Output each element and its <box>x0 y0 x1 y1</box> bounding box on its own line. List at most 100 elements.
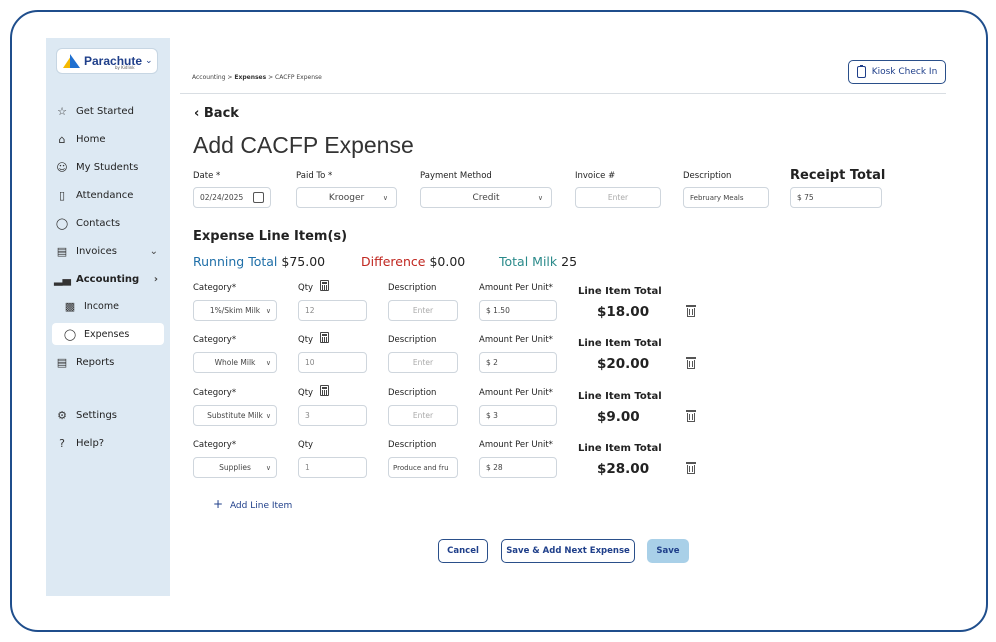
sidebar-item-help[interactable]: ? Help? <box>52 432 164 454</box>
amount-per-unit-value: $ 1.50 <box>486 306 510 315</box>
sidebar-item-reports[interactable]: ▤ Reports <box>52 351 164 373</box>
chevron-right-icon: › <box>153 273 158 285</box>
breadcrumb-expenses[interactable]: Expenses <box>234 74 267 81</box>
sidebar-item-income[interactable]: ▩ Income <box>52 295 164 317</box>
line-description-input[interactable]: Enter <box>388 352 458 373</box>
save-and-add-next-label: Save & Add Next Expense <box>506 546 630 556</box>
qty-value: 12 <box>305 306 315 315</box>
sidebar-item-expenses[interactable]: ◯ Expenses <box>52 323 164 345</box>
category-value: Supplies <box>219 463 251 472</box>
calculator-icon[interactable] <box>320 280 329 291</box>
receipt-total-label: Receipt Total <box>790 168 886 183</box>
kiosk-label: Kiosk Check In <box>871 67 938 77</box>
paid-to-value: Krooger <box>328 192 365 203</box>
qty-input[interactable]: 3 <box>298 405 367 426</box>
gear-icon: ⚙ <box>57 408 67 422</box>
line-item-total-label: Line Item Total <box>578 391 662 402</box>
tag-icon: ◯ <box>63 327 77 341</box>
qty-input[interactable]: 10 <box>298 352 367 373</box>
sidebar-item-attendance[interactable]: ▯ Attendance <box>52 184 164 206</box>
line-description-input[interactable]: Enter <box>388 405 458 426</box>
kiosk-check-in-button[interactable]: Kiosk Check In <box>848 60 946 84</box>
receipt-total-input[interactable]: $ 75 <box>790 187 882 208</box>
invoice-input[interactable]: Enter <box>575 187 661 208</box>
trash-icon[interactable] <box>686 462 696 474</box>
running-total: Running Total $75.00 <box>193 254 325 269</box>
sidebar-item-get-started[interactable]: ☆ Get Started <box>52 100 164 122</box>
amount-per-unit-input[interactable]: $ 3 <box>479 405 557 426</box>
home-icon: ⌂ <box>58 132 66 146</box>
category-select[interactable]: Supplies ∨ <box>193 457 277 478</box>
sidebar-item-label: Help? <box>76 437 105 449</box>
qty-value: 1 <box>305 463 310 472</box>
amount-per-unit-value: $ 28 <box>486 463 503 472</box>
add-line-item-button[interactable]: + Add Line Item <box>213 497 292 511</box>
clipboard-icon: ▯ <box>58 188 66 202</box>
plus-icon: + <box>213 497 224 511</box>
line-description-input[interactable]: Produce and fru <box>388 457 458 478</box>
qty-label: Qty <box>298 283 314 293</box>
line-description-value: Produce and fru <box>393 463 449 472</box>
qty-value: 10 <box>305 358 315 367</box>
back-link[interactable]: ‹ Back <box>194 106 239 121</box>
qty-input[interactable]: 1 <box>298 457 367 478</box>
chevron-down-icon: ∨ <box>265 306 271 315</box>
org-switcher[interactable]: Parachute ⌄ by Kidlink <box>56 48 158 74</box>
line-description-label: Description <box>388 440 437 450</box>
sidebar-item-home[interactable]: ⌂ Home <box>52 128 164 150</box>
category-select[interactable]: 1%/Skim Milk ∨ <box>193 300 277 321</box>
trash-icon[interactable] <box>686 357 696 369</box>
breadcrumb-accounting[interactable]: Accounting <box>192 74 226 81</box>
bar-chart-icon: ▂▄ <box>54 272 71 286</box>
invoice-label: Invoice # <box>575 171 616 181</box>
breadcrumb: Accounting > Expenses > CACFP Expense <box>192 74 322 81</box>
trash-icon[interactable] <box>686 410 696 422</box>
difference-label: Difference <box>361 254 426 269</box>
category-select[interactable]: Whole Milk ∨ <box>193 352 277 373</box>
calculator-icon[interactable] <box>320 385 329 396</box>
students-icon: ☺ <box>56 160 68 174</box>
line-description-input[interactable]: Enter <box>388 300 458 321</box>
amount-per-unit-input[interactable]: $ 2 <box>479 352 557 373</box>
chevron-down-icon: ∨ <box>382 193 388 202</box>
sidebar-item-my-students[interactable]: ☺ My Students <box>52 156 164 178</box>
paid-to-select[interactable]: Krooger ∨ <box>296 187 397 208</box>
save-button[interactable]: Save <box>647 539 689 563</box>
date-field[interactable]: 02/24/2025 <box>193 187 271 208</box>
chevron-down-icon: ∨ <box>265 358 271 367</box>
cancel-button[interactable]: Cancel <box>438 539 488 563</box>
calendar-icon[interactable] <box>253 192 264 203</box>
logo-subtext: by Kidlink <box>115 65 135 70</box>
sidebar-item-contacts[interactable]: ◯ Contacts <box>52 212 164 234</box>
save-label: Save <box>656 546 680 556</box>
save-and-add-next-button[interactable]: Save & Add Next Expense <box>501 539 635 563</box>
sidebar-item-invoices[interactable]: ▤ Invoices ⌄ <box>52 240 164 262</box>
sidebar-item-label: Attendance <box>76 189 134 201</box>
line-item-total-label: Line Item Total <box>578 443 662 454</box>
star-icon: ☆ <box>57 104 67 118</box>
calculator-icon[interactable] <box>320 332 329 343</box>
description-input[interactable]: February Meals <box>683 187 769 208</box>
page-title: Add CACFP Expense <box>193 132 414 158</box>
payment-method-select[interactable]: Credit ∨ <box>420 187 552 208</box>
line-description-label: Description <box>388 335 437 345</box>
add-line-item-label: Add Line Item <box>229 501 293 511</box>
sidebar-item-settings[interactable]: ⚙ Settings <box>52 404 164 426</box>
description-label: Description <box>683 171 732 181</box>
line-item-total-value: $18.00 <box>597 304 650 320</box>
amount-per-unit-input[interactable]: $ 1.50 <box>479 300 557 321</box>
category-label: Category* <box>193 335 237 345</box>
amount-per-unit-input[interactable]: $ 28 <box>479 457 557 478</box>
trash-icon[interactable] <box>686 305 696 317</box>
sidebar-item-accounting[interactable]: ▂▄ Accounting › <box>52 268 164 290</box>
sidebar-item-label: Get Started <box>76 105 134 117</box>
line-description-value: Enter <box>412 306 434 315</box>
chevron-down-icon: ∨ <box>537 193 543 202</box>
line-description-value: Enter <box>412 358 434 367</box>
date-value: 02/24/2025 <box>200 193 244 202</box>
category-value: Whole Milk <box>214 358 256 367</box>
qty-input[interactable]: 12 <box>298 300 367 321</box>
total-milk-label: Total Milk <box>499 254 558 269</box>
top-bar: Accounting > Expenses > CACFP Expense Ki… <box>180 56 946 94</box>
category-select[interactable]: Substitute Milk ∨ <box>193 405 277 426</box>
